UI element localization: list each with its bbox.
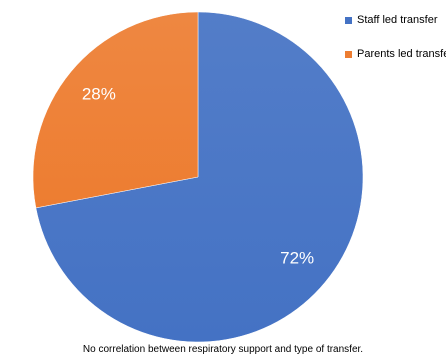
legend-item-staff-led-transfer: Staff led transfer (345, 12, 446, 28)
chart-legend: Staff led transfer Parents led transfer (345, 12, 446, 80)
pie-data-label-0: 72% (280, 249, 314, 268)
chart-caption: No correlation between respiratory suppo… (82, 344, 364, 355)
pie-slice-parents-led-transfer (32, 11, 199, 209)
pie-slice-labels: 72% 28% (82, 84, 314, 267)
legend-label-staff: Staff led transfer (357, 14, 438, 26)
legend-label-parents: Parents led transfer (357, 48, 446, 60)
legend-swatch-parents (345, 50, 352, 58)
legend-swatch-staff (345, 16, 352, 24)
legend-item-parents-led-transfer: Parents led transfer (345, 46, 446, 62)
pie-slices (32, 11, 364, 343)
pie-data-label-1: 28% (82, 84, 116, 103)
pie-slice-staff-led-transfer (35, 11, 364, 343)
